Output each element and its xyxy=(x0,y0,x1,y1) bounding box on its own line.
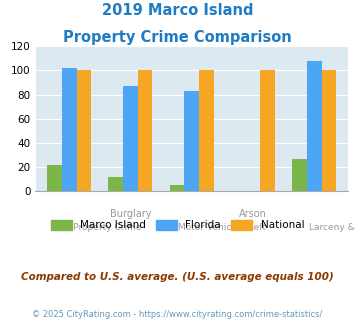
Bar xyxy=(77,70,91,191)
Bar xyxy=(62,68,77,191)
Text: © 2025 CityRating.com - https://www.cityrating.com/crime-statistics/: © 2025 CityRating.com - https://www.city… xyxy=(32,310,323,319)
Bar xyxy=(307,61,322,191)
Text: Arson: Arson xyxy=(239,209,267,219)
Text: Property Crime Comparison: Property Crime Comparison xyxy=(63,30,292,45)
Bar xyxy=(123,86,138,191)
Text: Burglary: Burglary xyxy=(110,209,151,219)
Bar xyxy=(170,185,184,191)
Bar xyxy=(322,70,336,191)
Bar xyxy=(199,70,214,191)
Text: All Property Crime: All Property Crime xyxy=(59,223,141,232)
Bar xyxy=(47,165,62,191)
Text: Larceny & Theft: Larceny & Theft xyxy=(309,223,355,232)
Bar xyxy=(292,159,307,191)
Text: Motor Vehicle Theft: Motor Vehicle Theft xyxy=(178,223,266,232)
Bar xyxy=(108,177,123,191)
Bar xyxy=(260,70,275,191)
Text: 2019 Marco Island: 2019 Marco Island xyxy=(102,3,253,18)
Bar xyxy=(184,91,199,191)
Legend: Marco Island, Florida, National: Marco Island, Florida, National xyxy=(48,216,307,233)
Text: Compared to U.S. average. (U.S. average equals 100): Compared to U.S. average. (U.S. average … xyxy=(21,272,334,282)
Bar xyxy=(138,70,153,191)
